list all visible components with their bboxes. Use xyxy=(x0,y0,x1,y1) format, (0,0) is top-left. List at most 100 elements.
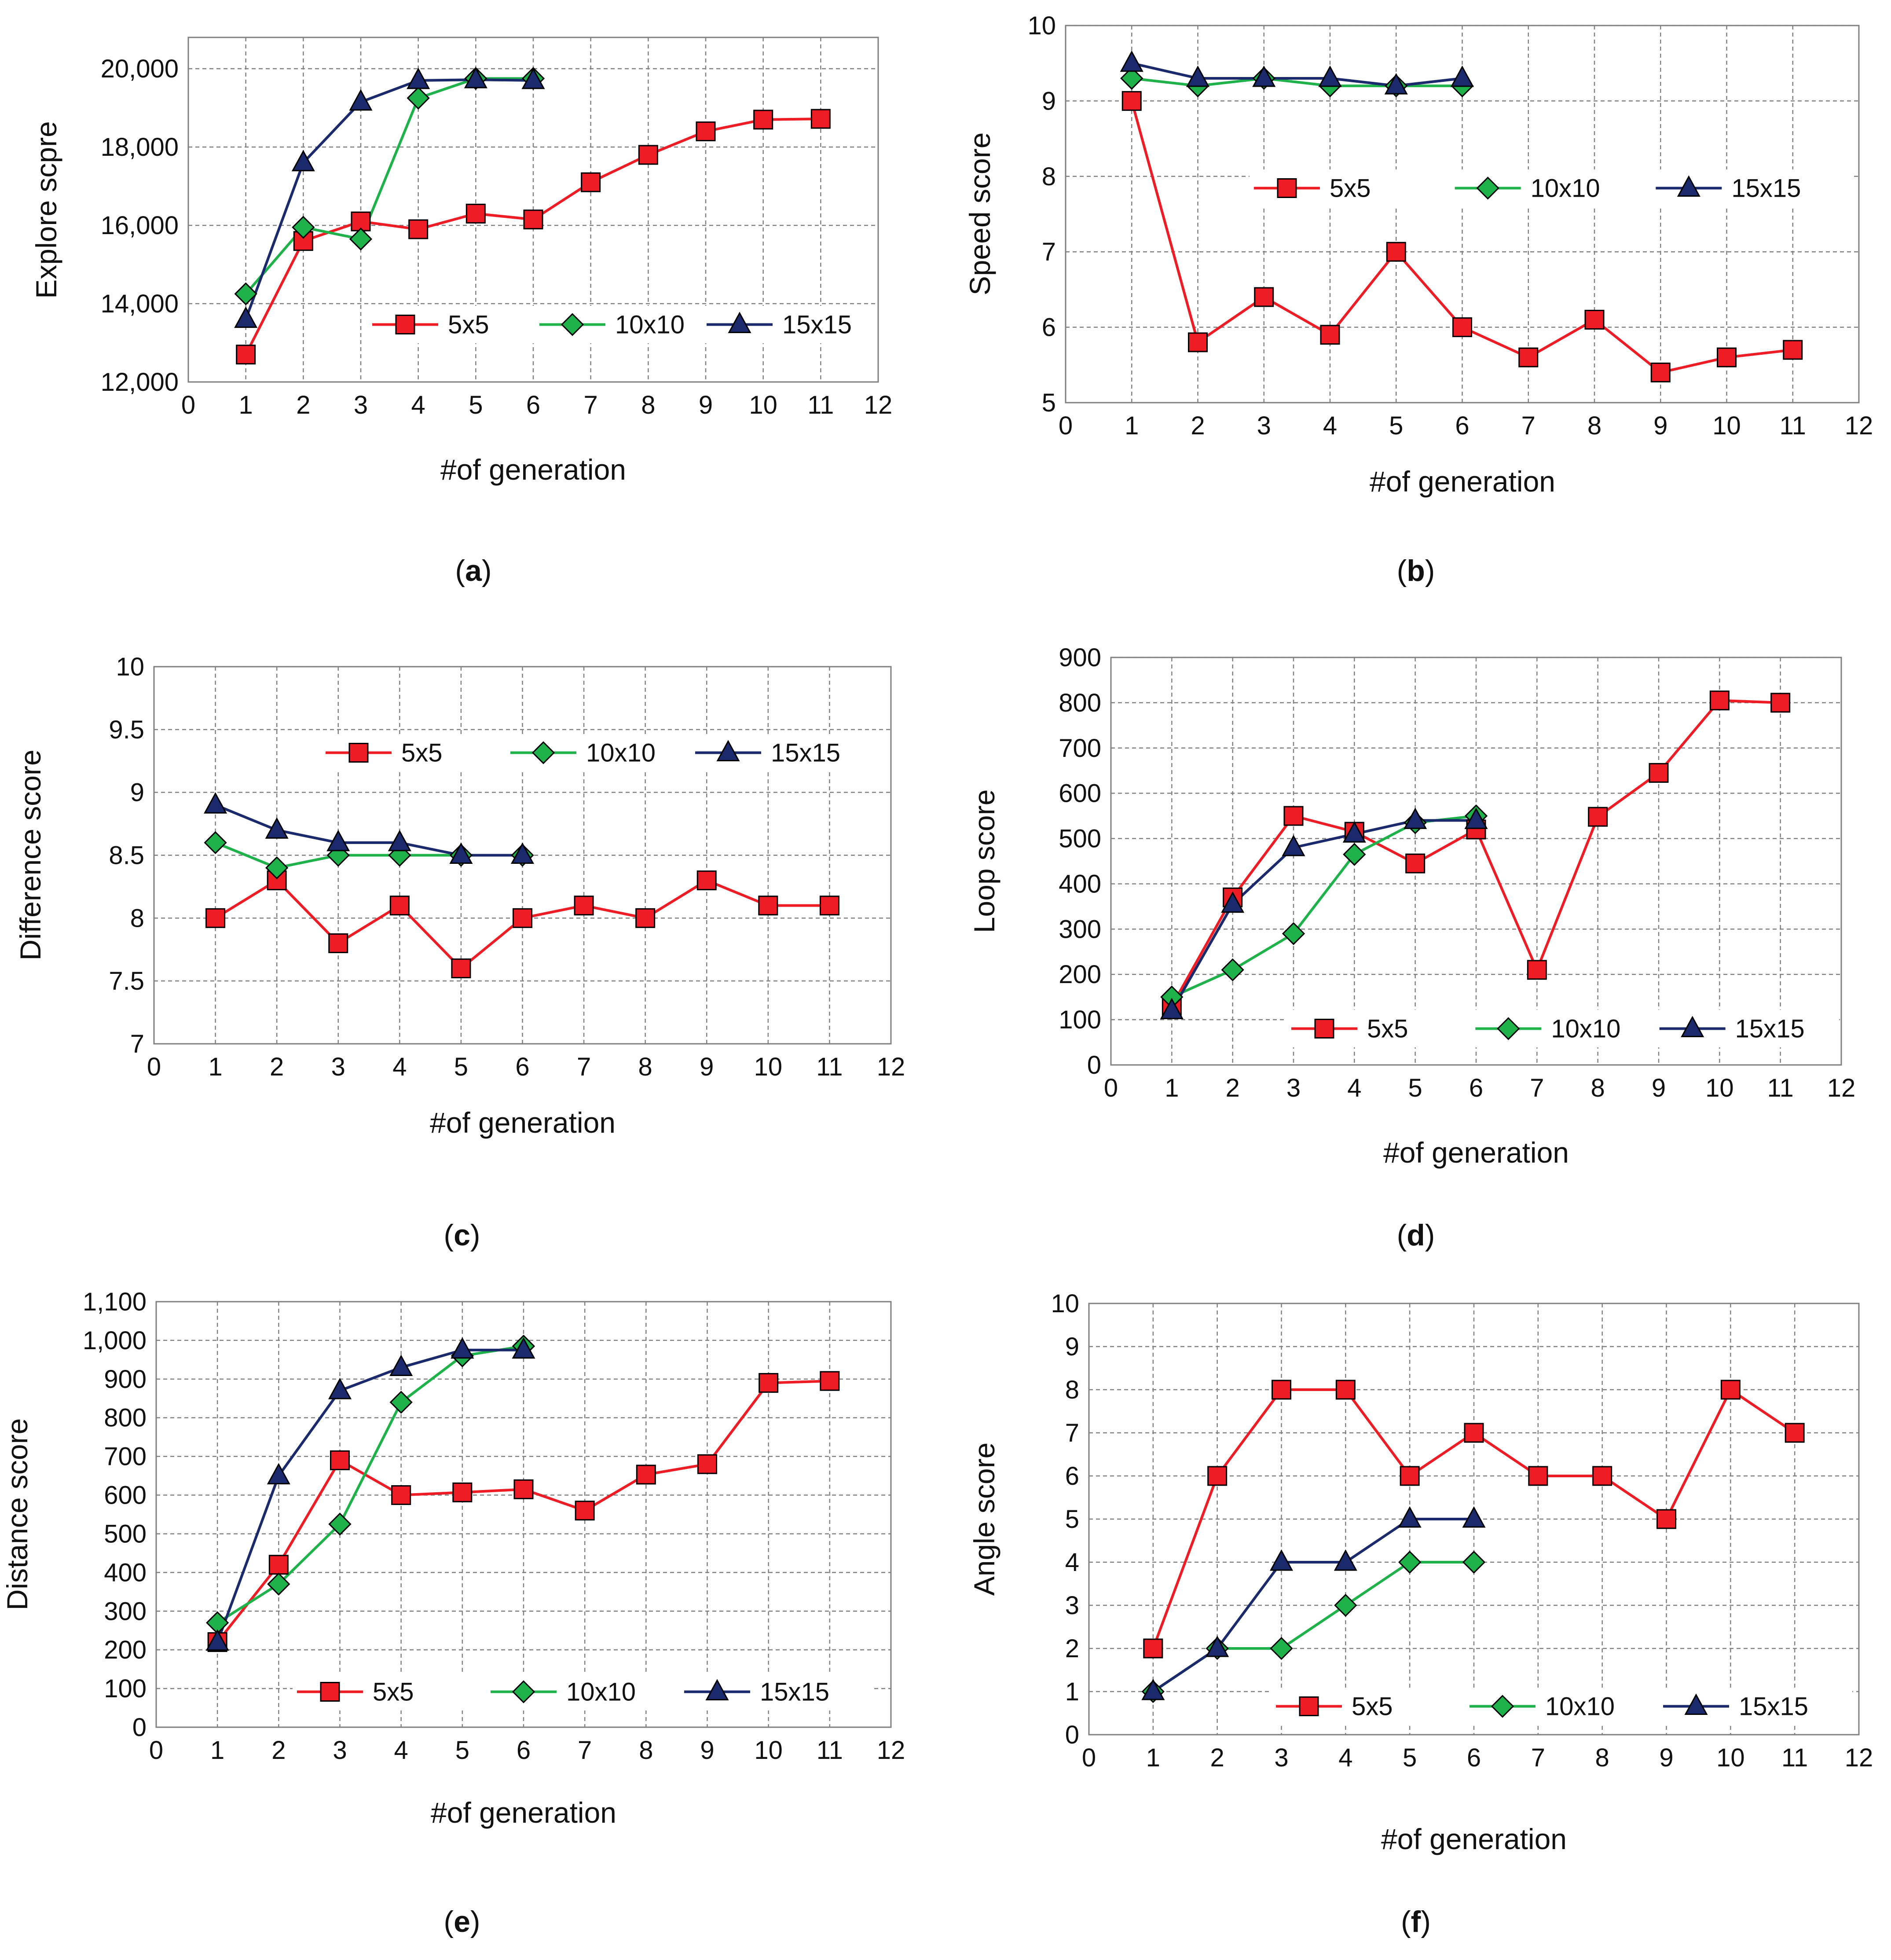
x-tick-label: 7 xyxy=(584,391,598,419)
legend-marker-15x15 xyxy=(705,1679,729,1700)
data-point-5x5 xyxy=(819,896,839,916)
x-tick-label: 11 xyxy=(1767,1074,1794,1102)
y-axis-title: Distance score xyxy=(1,1418,33,1611)
x-tick-label: 2 xyxy=(1191,411,1205,440)
x-tick-label: 7 xyxy=(1521,411,1536,440)
data-point-15x15 xyxy=(1384,73,1408,95)
data-point-10x10 xyxy=(407,86,430,110)
x-tick-label: 6 xyxy=(1467,1743,1481,1772)
x-tick-label: 5 xyxy=(454,1053,468,1081)
data-point-10x10 xyxy=(1398,1550,1422,1574)
data-point-5x5 xyxy=(1335,1380,1356,1400)
x-tick-label: 12 xyxy=(864,391,893,419)
y-tick-label: 9 xyxy=(130,778,144,807)
data-point-5x5 xyxy=(758,896,778,916)
x-tick-label: 6 xyxy=(526,391,540,419)
legend-background xyxy=(293,1673,873,1710)
legend-marker-10x10 xyxy=(512,1680,535,1703)
data-point-10x10 xyxy=(349,228,373,251)
legend-marker-10x10 xyxy=(531,741,555,764)
legend-label-5x5: 5x5 xyxy=(1367,1015,1408,1043)
legend-background xyxy=(1287,1010,1839,1047)
data-point-15x15 xyxy=(451,1337,474,1359)
data-point-5x5 xyxy=(451,958,471,979)
data-point-15x15 xyxy=(1282,835,1305,856)
data-point-5x5 xyxy=(636,1464,656,1485)
x-tick-label: 1 xyxy=(239,391,253,419)
data-point-10x10 xyxy=(267,1572,290,1596)
data-point-5x5 xyxy=(697,1454,717,1474)
series-line-15x15 xyxy=(216,1348,524,1643)
y-tick-label: 9.5 xyxy=(109,716,144,744)
x-tick-label: 0 xyxy=(1082,1743,1096,1772)
y-tick-label: 100 xyxy=(1059,1006,1101,1034)
x-tick-label: 10 xyxy=(754,1053,783,1081)
data-point-5x5 xyxy=(753,110,773,130)
legend-label-5x5: 5x5 xyxy=(1352,1692,1393,1721)
legend-label-5x5: 5x5 xyxy=(401,739,443,767)
data-point-5x5 xyxy=(820,1371,840,1391)
x-tick-label: 9 xyxy=(1659,1743,1673,1772)
x-tick-label: 3 xyxy=(1274,1743,1288,1772)
data-point-5x5 xyxy=(1650,362,1671,382)
x-tick-label: 2 xyxy=(270,1053,284,1081)
data-point-15x15 xyxy=(1450,65,1474,87)
data-point-5x5 xyxy=(1405,853,1426,874)
x-tick-label: 10 xyxy=(1716,1743,1745,1772)
y-tick-label: 8 xyxy=(130,904,144,932)
x-tick-label: 9 xyxy=(700,1736,714,1765)
data-point-15x15 xyxy=(1398,1506,1422,1528)
data-point-5x5 xyxy=(268,1555,289,1575)
x-tick-label: 8 xyxy=(639,1736,653,1765)
legend-background xyxy=(1250,169,1852,207)
legend-background xyxy=(1272,1688,1852,1725)
x-axis-title: #of generation xyxy=(1383,1136,1569,1169)
data-point-5x5 xyxy=(452,1482,473,1502)
series-line-10x10 xyxy=(1171,815,1477,998)
data-point-5x5 xyxy=(696,121,716,142)
data-point-10x10 xyxy=(389,1391,413,1414)
legend-label-15x15: 15x15 xyxy=(782,311,852,339)
series-line-15x15 xyxy=(1170,819,1476,1012)
y-tick-label: 0 xyxy=(1065,1721,1079,1749)
data-point-15x15 xyxy=(328,1378,352,1399)
x-tick-label: 0 xyxy=(147,1053,161,1081)
legend-label-5x5: 5x5 xyxy=(448,311,489,339)
data-point-5x5 xyxy=(1584,309,1605,330)
x-tick-label: 8 xyxy=(1591,1074,1605,1102)
x-tick-label: 4 xyxy=(392,1053,407,1081)
x-tick-label: 5 xyxy=(1408,1074,1422,1102)
y-tick-label: 200 xyxy=(1059,960,1101,989)
y-tick-label: 12,000 xyxy=(101,368,179,396)
data-point-5x5 xyxy=(1518,347,1539,367)
data-point-15x15 xyxy=(407,67,430,89)
data-point-15x15 xyxy=(1252,65,1276,87)
data-point-15x15 xyxy=(291,150,315,172)
x-tick-label: 12 xyxy=(877,1736,905,1765)
panel-label-f: (f) xyxy=(1401,1905,1431,1938)
data-point-5x5 xyxy=(638,145,658,165)
series-line-10x10 xyxy=(216,1345,524,1624)
y-tick-label: 4 xyxy=(1065,1548,1079,1577)
y-tick-label: 500 xyxy=(1059,825,1101,853)
data-point-5x5 xyxy=(328,933,348,953)
y-tick-label: 400 xyxy=(1059,870,1101,898)
x-tick-label: 3 xyxy=(354,391,368,419)
data-point-15x15 xyxy=(204,792,227,814)
y-tick-label: 0 xyxy=(132,1713,147,1742)
data-point-5x5 xyxy=(1400,1466,1420,1486)
x-tick-label: 10 xyxy=(1705,1074,1734,1102)
x-tick-label: 10 xyxy=(749,391,777,419)
x-tick-label: 9 xyxy=(699,391,713,419)
x-tick-label: 1 xyxy=(1146,1743,1160,1772)
x-tick-label: 5 xyxy=(455,1736,469,1765)
y-tick-label: 9 xyxy=(1042,87,1056,115)
data-point-5x5 xyxy=(1386,242,1406,262)
x-tick-label: 10 xyxy=(1712,411,1741,440)
y-tick-label: 600 xyxy=(1059,779,1101,808)
legend-label-10x10: 10x10 xyxy=(1531,174,1600,203)
y-tick-label: 5 xyxy=(1042,389,1056,417)
x-tick-label: 12 xyxy=(877,1053,905,1081)
legend-label-10x10: 10x10 xyxy=(566,1678,636,1707)
x-tick-label: 7 xyxy=(577,1053,591,1081)
